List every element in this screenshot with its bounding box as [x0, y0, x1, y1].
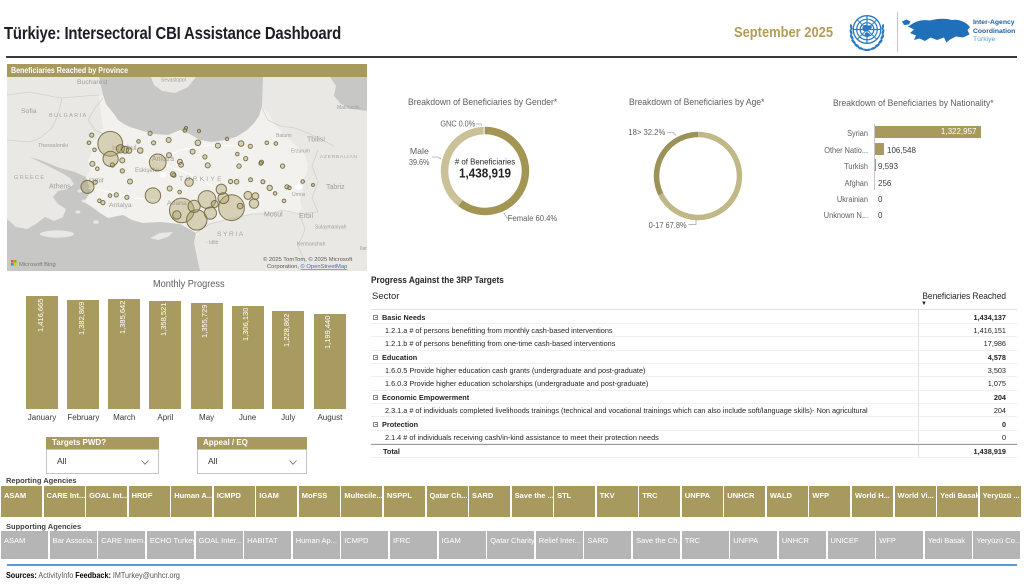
svg-text:Eskişehir: Eskişehir: [135, 168, 159, 174]
svg-text:Bucharest: Bucharest: [77, 79, 108, 86]
svg-text:SYRIA: SYRIA: [217, 231, 245, 238]
svg-text:· Idlib: · Idlib: [206, 240, 218, 246]
svg-text:Ilam: Ilam: [360, 246, 367, 252]
svg-text:1,438,919: 1,438,919: [459, 166, 511, 180]
svg-text:Kermanshah: Kermanshah: [297, 242, 326, 248]
svg-text:# of Beneficiaries: # of Beneficiaries: [455, 158, 515, 167]
svg-text:· Erzurum: · Erzurum: [288, 149, 310, 155]
svg-text:Mosul: Mosul: [264, 212, 283, 219]
svg-text:Ankara: Ankara: [152, 156, 174, 163]
svg-text:Athens: Athens: [49, 184, 71, 191]
svg-text:© 2025 TomTom, © 2025 Microsof: © 2025 TomTom, © 2025 Microsoft: [263, 256, 353, 263]
svg-text:Female 60.4%: Female 60.4%: [508, 213, 558, 223]
svg-text:18> 32.2%: 18> 32.2%: [628, 127, 665, 137]
svg-text:TÜRKIYE: TÜRKIYE: [179, 175, 224, 183]
svg-text:GNC 0.0%: GNC 0.0%: [440, 118, 475, 128]
svg-text:Male: Male: [410, 146, 429, 156]
svg-text:Tbilisi: Tbilisi: [307, 137, 325, 144]
svg-text:Erbil: Erbil: [299, 213, 313, 220]
svg-text:GREECE: GREECE: [14, 175, 45, 181]
svg-text:BULGARIA: BULGARIA: [49, 113, 87, 119]
svg-text:Makhachk..: Makhachk..: [337, 105, 363, 111]
svg-text:Urmia: Urmia: [292, 192, 306, 198]
svg-text:Thessaloniki: Thessaloniki: [38, 143, 68, 149]
svg-text:AZERBAIJAN: AZERBAIJAN: [320, 154, 358, 160]
svg-text:Antalya: Antalya: [109, 202, 132, 209]
svg-text:Tabriz: Tabriz: [326, 184, 345, 191]
svg-text:Sulaymaniyah: Sulaymaniyah: [315, 225, 347, 231]
svg-text:Corporation, © OpenStreetMap: Corporation, © OpenStreetMap: [267, 263, 347, 270]
svg-text:Sofia: Sofia: [21, 108, 37, 115]
svg-text:0-17 67.8%: 0-17 67.8%: [649, 220, 687, 230]
svg-text:Sevastopol: Sevastopol: [161, 78, 186, 84]
svg-text:Batumi: Batumi: [276, 133, 292, 139]
svg-text:Microsoft Bing: Microsoft Bing: [19, 262, 56, 268]
svg-text:Adana: Adana: [167, 200, 187, 207]
svg-text:39.6%: 39.6%: [409, 157, 430, 167]
